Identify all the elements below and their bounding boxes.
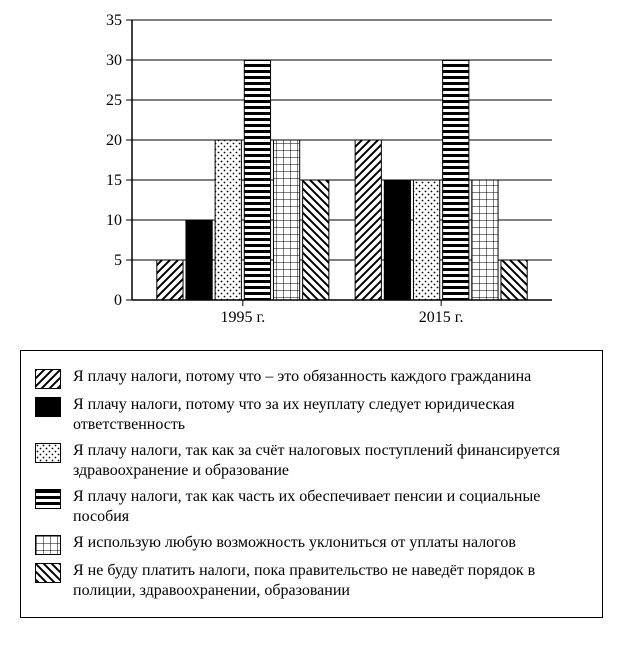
bar — [471, 180, 497, 300]
group-label: 2015 г. — [418, 309, 463, 326]
legend-swatch — [35, 535, 61, 555]
legend-label: Я плачу налоги, потому что – это обязанн… — [73, 367, 531, 387]
svg-text:0: 0 — [114, 292, 122, 309]
legend-label: Я плачу налоги, так как за счёт налоговы… — [73, 441, 588, 481]
svg-text:30: 30 — [106, 52, 122, 69]
legend-box: Я плачу налоги, потому что – это обязанн… — [20, 350, 603, 618]
bar — [215, 140, 241, 300]
legend-item: Я не буду платить налоги, пока правитель… — [35, 561, 588, 601]
legend-item: Я плачу налоги, потому что за их неуплат… — [35, 395, 588, 435]
bar-chart: 0 5 10 15 20 25 30 35 1995 г. 2015 г. — [52, 10, 572, 340]
bar — [185, 220, 211, 300]
legend-swatch — [35, 563, 61, 583]
bar — [302, 180, 328, 300]
legend-label: Я плачу налоги, потому что за их неуплат… — [73, 395, 588, 435]
legend-label: Я не буду платить налоги, пока правитель… — [73, 561, 588, 601]
legend-swatch — [35, 443, 61, 463]
legend-label: Я плачу налоги, так как часть их обеспеч… — [73, 487, 588, 527]
svg-text:35: 35 — [106, 12, 122, 29]
bar — [273, 140, 299, 300]
svg-text:25: 25 — [106, 92, 122, 109]
bar — [156, 260, 182, 300]
svg-text:20: 20 — [106, 132, 122, 149]
legend-item: Я плачу налоги, так как часть их обеспеч… — [35, 487, 588, 527]
bar — [413, 180, 439, 300]
legend-swatch — [35, 369, 61, 389]
bar — [355, 140, 381, 300]
legend-item: Я плачу налоги, так как за счёт налоговы… — [35, 441, 588, 481]
legend-label: Я использую любую возможность уклониться… — [73, 533, 516, 553]
legend-swatch — [35, 397, 61, 417]
legend-item: Я плачу налоги, потому что – это обязанн… — [35, 367, 588, 389]
legend-item: Я использую любую возможность уклониться… — [35, 533, 588, 555]
svg-text:5: 5 — [114, 252, 122, 269]
bar — [244, 60, 270, 300]
svg-text:15: 15 — [106, 172, 122, 189]
bar — [442, 60, 468, 300]
svg-text:10: 10 — [106, 212, 122, 229]
legend-swatch — [35, 489, 61, 509]
bar — [384, 180, 410, 300]
group-label: 1995 г. — [220, 309, 265, 326]
bar — [500, 260, 526, 300]
